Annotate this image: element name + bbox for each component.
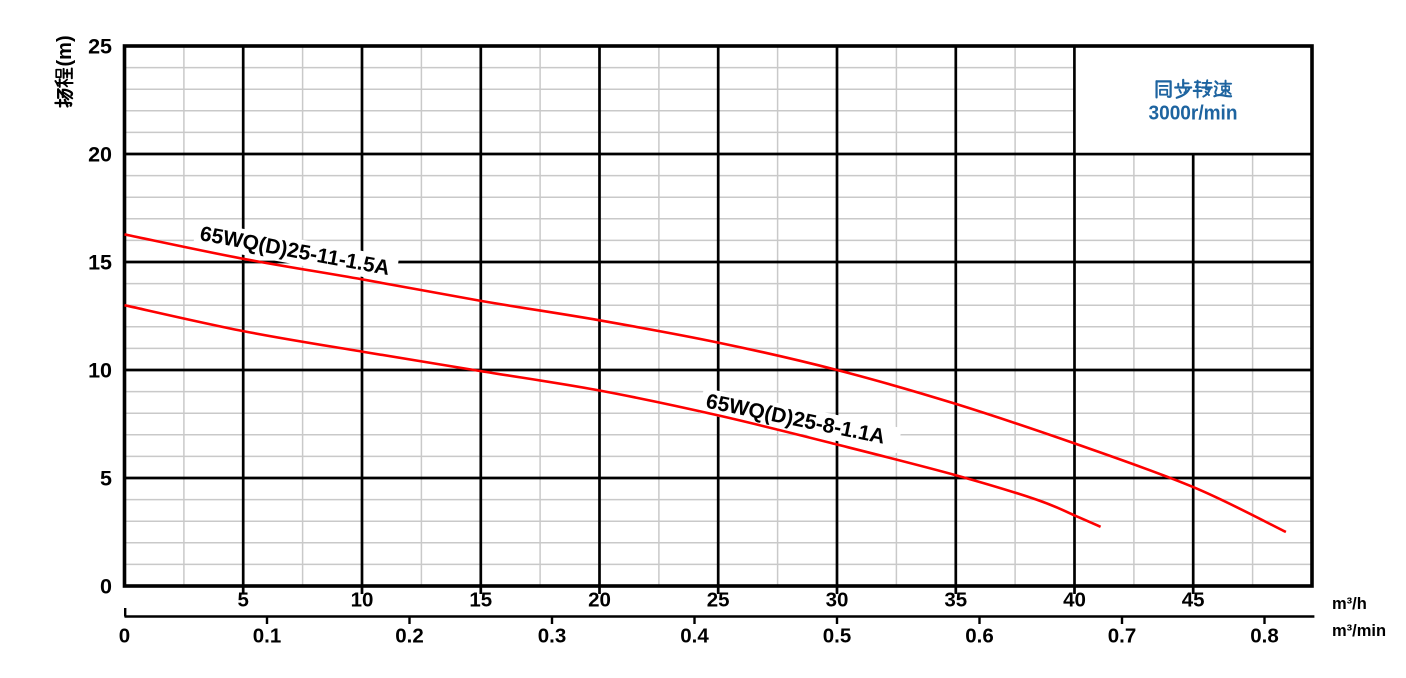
svg-text:0: 0	[119, 625, 130, 648]
svg-text:15: 15	[88, 251, 112, 275]
svg-text:25: 25	[707, 589, 730, 612]
svg-text:20: 20	[588, 589, 611, 612]
svg-text:3000r/min: 3000r/min	[1149, 103, 1238, 125]
svg-text:0.4: 0.4	[680, 625, 709, 648]
svg-text:0.5: 0.5	[823, 625, 852, 648]
svg-text:0.1: 0.1	[253, 625, 282, 648]
svg-text:30: 30	[826, 589, 849, 612]
svg-text:(m): (m)	[54, 35, 76, 66]
svg-text:5: 5	[237, 589, 248, 612]
svg-text:20: 20	[88, 143, 112, 167]
svg-text:10: 10	[88, 359, 112, 383]
svg-text:25: 25	[88, 35, 112, 59]
svg-text:0: 0	[100, 575, 112, 599]
svg-text:45: 45	[1182, 589, 1205, 612]
svg-text:0.7: 0.7	[1108, 625, 1137, 648]
svg-text:35: 35	[944, 589, 967, 612]
svg-text:40: 40	[1063, 589, 1086, 612]
svg-text:0.6: 0.6	[965, 625, 994, 648]
svg-text:m³/h: m³/h	[1332, 595, 1367, 613]
svg-text:10: 10	[351, 589, 374, 612]
svg-text:m³/min: m³/min	[1332, 622, 1386, 640]
svg-text:0.2: 0.2	[395, 625, 424, 648]
svg-text:0.3: 0.3	[538, 625, 567, 648]
svg-text:0.8: 0.8	[1250, 625, 1279, 648]
svg-text:5: 5	[100, 467, 112, 491]
svg-text:15: 15	[469, 589, 492, 612]
